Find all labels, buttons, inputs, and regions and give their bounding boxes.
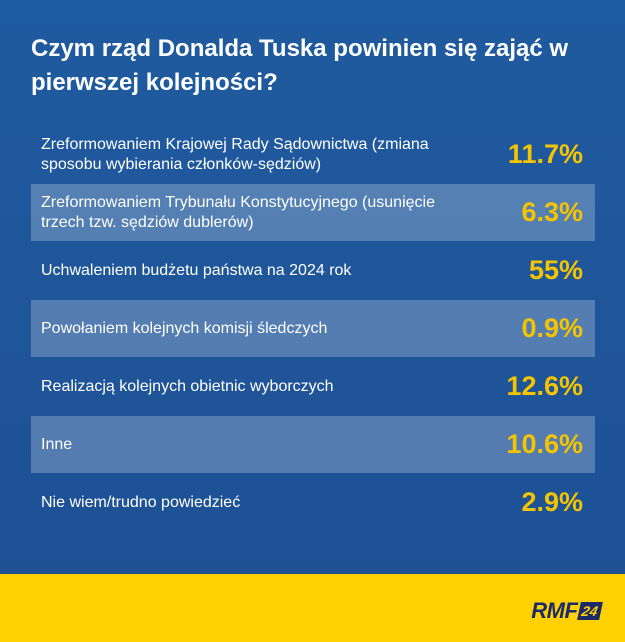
answer-value: 11.7% xyxy=(507,139,583,169)
answer-label: Nie wiem/trudno powiedzieć xyxy=(41,493,241,511)
table-row: Zreformowaniem Krajowej Rady Sądownictwa… xyxy=(31,126,595,183)
rmf24-logo: RMF 24 xyxy=(531,598,603,624)
logo-24-badge: 24 xyxy=(577,602,603,620)
answer-label: Uchwaleniem budżetu państwa na 2024 rok xyxy=(41,261,352,279)
table-row: Powołaniem kolejnych komisji śledczych 0.… xyxy=(31,300,595,357)
chart-title: Czym rząd Donalda Tuska powinien się zaj… xyxy=(31,35,569,96)
answer-label: Inne xyxy=(41,435,73,453)
answer-label: Zreformowaniem Krajowej Rady Sądownictwa… xyxy=(41,135,429,173)
answer-label: Realizacją kolejnych obietnic wyborczych xyxy=(41,377,334,395)
answer-value: 6.3% xyxy=(521,197,583,227)
table-row: Zreformowaniem Trybunału Konstytucyjnego… xyxy=(31,184,595,241)
answer-value: 2.9% xyxy=(521,487,583,517)
answers-table: Zreformowaniem Krajowej Rady Sądownictwa… xyxy=(31,126,595,532)
table-row: Nie wiem/trudno powiedzieć 2.9% xyxy=(31,474,595,531)
answer-label: Powołaniem kolejnych komisji śledczych xyxy=(41,319,328,337)
table-row: Uchwaleniem budżetu państwa na 2024 rok 5… xyxy=(31,242,595,299)
logo-rmf-text: RMF xyxy=(531,598,578,623)
footer-bar: RMF 24 xyxy=(0,574,625,642)
answer-value: 0.9% xyxy=(521,313,583,343)
answer-value: 55% xyxy=(528,255,583,285)
table-row: Inne 10.6% xyxy=(31,416,595,473)
answer-label: Zreformowaniem Trybunału Konstytucyjnego… xyxy=(41,193,435,231)
table-row: Realizacją kolejnych obietnic wyborczych… xyxy=(31,358,595,415)
answer-value: 12.6% xyxy=(506,371,583,401)
answer-value: 10.6% xyxy=(506,429,583,459)
